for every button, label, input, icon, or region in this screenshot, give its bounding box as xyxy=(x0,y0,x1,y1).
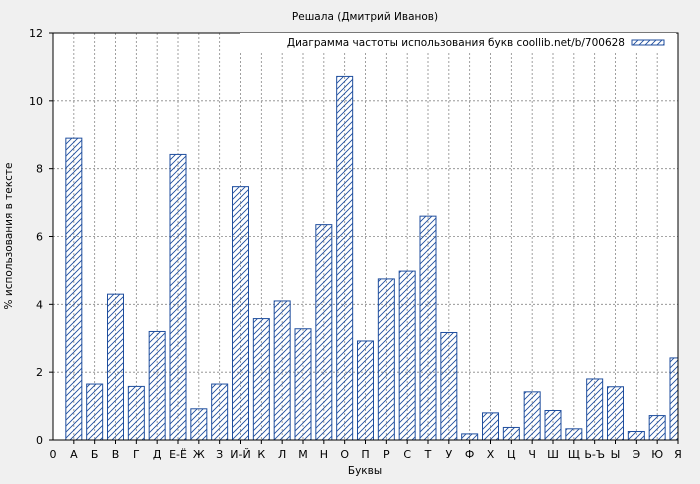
bar-З xyxy=(211,383,229,441)
bar-Р xyxy=(377,278,395,441)
x-tick-label-15: Р xyxy=(383,448,390,461)
bar-П xyxy=(357,340,374,441)
x-tick-label-12: Н xyxy=(320,448,328,461)
bar-И-Й xyxy=(232,186,249,441)
bar-Г xyxy=(127,385,145,441)
y-tick-label-10: 10 xyxy=(29,95,43,108)
x-tick-label-27: Э xyxy=(632,448,640,461)
y-axis-label: % использования в тексте xyxy=(3,163,15,310)
x-tick-label-23: Ш xyxy=(547,448,559,461)
x-tick-label-11: М xyxy=(298,448,308,461)
bar-О xyxy=(336,75,354,441)
bar-Т xyxy=(419,215,437,441)
legend-label: Диаграмма частоты использования букв coo… xyxy=(287,37,625,49)
bar-Х xyxy=(482,412,499,441)
x-tick-label-20: Х xyxy=(487,448,495,461)
x-axis-label: Буквы xyxy=(348,465,382,477)
bar-Ш xyxy=(544,409,562,441)
bar-В xyxy=(107,293,124,441)
y-tick-label-4: 4 xyxy=(36,298,43,311)
x-tick-label-0: А xyxy=(70,448,78,461)
bar-Ф xyxy=(461,433,479,441)
x-tick-label-7: З xyxy=(216,448,223,461)
x-tick-label-22: Ч xyxy=(528,448,536,461)
x-tick-label-28: Ю xyxy=(651,448,663,461)
x-tick-label-4: Д xyxy=(153,448,162,461)
x-tick-label-8: И-Й xyxy=(230,448,250,461)
bar-Б xyxy=(86,383,104,441)
legend-box xyxy=(240,33,676,51)
bar-К xyxy=(252,318,270,441)
x-tick-label-3: Г xyxy=(133,448,140,461)
bar-Ч xyxy=(523,391,541,441)
bar-Е-Ё xyxy=(169,153,187,441)
y-tick-label-12: 12 xyxy=(29,27,43,40)
x-tick-label-6: Ж xyxy=(193,448,205,461)
bar-Ь-Ъ xyxy=(586,378,604,441)
x-tick-label-21: Ц xyxy=(507,448,516,461)
bar-А xyxy=(65,137,83,441)
x-tick-label-10: Л xyxy=(278,448,286,461)
x-tick-label-1: Б xyxy=(91,448,99,461)
x-tick-label-5: Е-Ё xyxy=(169,448,187,461)
x-tick-label-2: В xyxy=(112,448,120,461)
y-tick-label-6: 6 xyxy=(36,231,43,244)
bar-Ы xyxy=(607,386,624,441)
legend: Диаграмма частоты использования букв coo… xyxy=(240,33,676,51)
x-tick-label-25: Ь-Ъ xyxy=(584,448,605,461)
x-tick-label-19: Ф xyxy=(465,448,474,461)
bar-Ц xyxy=(502,426,520,441)
bar-Ю xyxy=(648,415,666,441)
y-tick-label-2: 2 xyxy=(36,366,43,379)
y-tick-label-0: 0 xyxy=(36,434,43,447)
x-tick-label-9: К xyxy=(257,448,265,461)
bar-Я xyxy=(669,357,679,441)
x-tick-label-24: Щ xyxy=(568,448,580,461)
bar-Л xyxy=(273,300,291,441)
x-tick-label-14: П xyxy=(361,448,369,461)
x-tick-label-16: С xyxy=(403,448,411,461)
x-tick-label-29: Я xyxy=(674,448,682,461)
bar-М xyxy=(294,328,312,441)
x-axis: 0 А Б В Г Д Е-Ё Ж З И-Й К Л М Н О П Р С Т У Ф Х Ц Ч Ш Щ Ь-Ъ Ы Э Ю Я xyxy=(50,440,682,461)
legend-swatch xyxy=(631,39,665,46)
y-axis: 0 2 4 6 8 10 12 xyxy=(29,27,53,447)
x-tick-label-17: Т xyxy=(424,448,432,461)
x-tick-label-13: О xyxy=(340,448,349,461)
x-tick-label-26: Ы xyxy=(611,448,621,461)
bar-Н xyxy=(315,224,333,441)
bar-Э xyxy=(627,431,645,441)
bar-С xyxy=(398,270,416,441)
chart-title: Решала (Дмитрий Иванов) xyxy=(292,11,438,23)
bar-Ж xyxy=(190,408,208,441)
x-tick-label-18: У xyxy=(445,448,452,461)
y-tick-label-8: 8 xyxy=(36,163,43,176)
x-tick-label-origin: 0 xyxy=(50,448,57,461)
bar-Щ xyxy=(565,428,583,441)
bar-Д xyxy=(148,330,166,441)
bar-У xyxy=(440,331,458,441)
